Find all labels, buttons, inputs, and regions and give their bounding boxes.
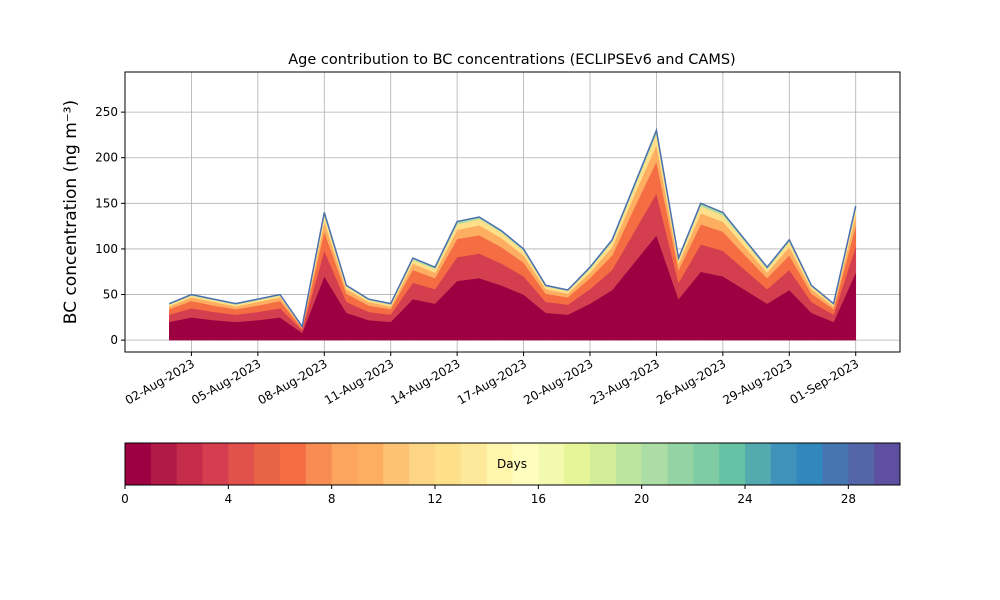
x-tick-label: 11-Aug-2023 bbox=[322, 356, 396, 407]
colorbar-cell bbox=[150, 443, 178, 485]
colorbar-cell bbox=[357, 443, 384, 485]
colorbar-cell bbox=[305, 443, 333, 485]
colorbar-tick-label: 24 bbox=[737, 492, 752, 506]
colorbar-tick-label: 12 bbox=[427, 492, 442, 506]
colorbar-cell bbox=[538, 443, 565, 485]
colorbar-cell bbox=[409, 443, 436, 485]
colorbar-cell bbox=[874, 443, 901, 485]
colorbar-cell bbox=[590, 443, 617, 485]
colorbar-tick-label: 8 bbox=[328, 492, 336, 506]
colorbar-cell bbox=[486, 443, 513, 485]
colorbar-cell bbox=[460, 443, 488, 485]
y-tick-label: 0 bbox=[110, 333, 118, 347]
colorbar-cell bbox=[667, 443, 694, 485]
x-tick-label: 29-Aug-2023 bbox=[721, 356, 795, 407]
colorbar-cell bbox=[176, 443, 203, 485]
y-tick-label: 150 bbox=[95, 196, 118, 210]
colorbar-cell bbox=[796, 443, 823, 485]
colorbar-cell bbox=[125, 443, 152, 485]
total-line bbox=[169, 127, 857, 329]
y-tick-label: 250 bbox=[95, 105, 118, 119]
colorbar-cell bbox=[615, 443, 643, 485]
colorbar-frame bbox=[124, 442, 901, 486]
colorbar-cell bbox=[745, 443, 772, 485]
y-tick-label: 50 bbox=[103, 288, 118, 302]
colorbar-cell bbox=[383, 443, 410, 485]
chart-title: Age contribution to BC concentrations (E… bbox=[288, 52, 735, 68]
x-tick-label: 05-Aug-2023 bbox=[189, 356, 263, 407]
colorbar-cell bbox=[693, 443, 720, 485]
colorbar-tick-label: 0 bbox=[121, 492, 129, 506]
y-axis-label: BC concentration (ng m⁻³) bbox=[61, 100, 81, 324]
x-tick-label: 08-Aug-2023 bbox=[256, 356, 330, 407]
colorbar-cell bbox=[228, 443, 255, 485]
colorbar-tick-label: 28 bbox=[841, 492, 856, 506]
x-tick-label: 26-Aug-2023 bbox=[654, 356, 728, 407]
plot-area bbox=[125, 72, 900, 352]
colorbar-cell bbox=[848, 443, 875, 485]
colorbar-cell bbox=[435, 443, 462, 485]
y-tick-label: 100 bbox=[95, 242, 118, 256]
colorbar-cell bbox=[331, 443, 358, 485]
colorbar-tick-label: 4 bbox=[225, 492, 233, 506]
colorbar-cell bbox=[719, 443, 746, 485]
x-tick-label: 01-Sep-2023 bbox=[787, 356, 861, 407]
plot-frame bbox=[124, 71, 901, 353]
colorbar-cell bbox=[822, 443, 849, 485]
colorbar-tick-label: 20 bbox=[634, 492, 649, 506]
x-tick-label: 02-Aug-2023 bbox=[123, 356, 197, 407]
colorbar-tick-label: 16 bbox=[531, 492, 546, 506]
x-tick-label: 20-Aug-2023 bbox=[521, 356, 595, 407]
colorbar-cell bbox=[770, 443, 798, 485]
colorbar-cell bbox=[641, 443, 668, 485]
colorbar-cell bbox=[512, 443, 539, 485]
colorbar-cell bbox=[564, 443, 591, 485]
x-tick-label: 23-Aug-2023 bbox=[588, 356, 662, 407]
colorbar-cell bbox=[254, 443, 281, 485]
y-tick-label: 200 bbox=[95, 151, 118, 165]
colorbar-cell bbox=[280, 443, 307, 485]
x-tick-label: 17-Aug-2023 bbox=[455, 356, 529, 407]
colorbar-label: Days bbox=[497, 457, 527, 471]
x-tick-label: 14-Aug-2023 bbox=[388, 356, 462, 407]
colorbar-cell bbox=[202, 443, 229, 485]
